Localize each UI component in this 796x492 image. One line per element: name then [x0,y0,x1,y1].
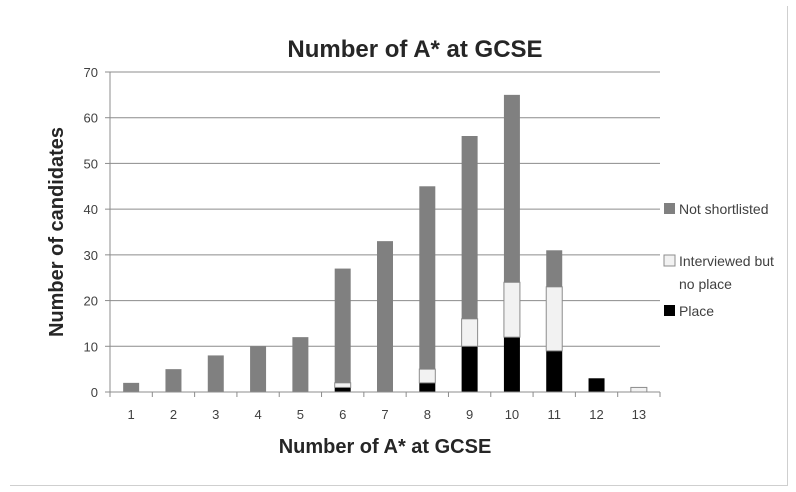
bar-segment-interviewed-but-no-place-13 [630,386,648,393]
bar-segment-not-shortlisted-10 [503,94,520,283]
x-tick-label: 13 [632,407,646,422]
bar-segment-not-shortlisted-1 [123,382,140,392]
x-tick-label: 7 [381,407,388,422]
x-axis-title: Number of A* at GCSE [279,436,492,458]
bar-segment-interviewed-but-no-place-11 [545,286,563,352]
bar-segment-place-8 [419,382,436,392]
x-tick-label: 12 [589,407,603,422]
x-tick-label: 1 [128,407,135,422]
y-tick-label: 70 [84,65,98,80]
x-tick-label: 8 [424,407,431,422]
bar-segment-interviewed-but-no-place-6 [334,382,352,388]
y-tick-label: 0 [91,385,98,400]
x-tick-label: 9 [466,407,473,422]
bars [123,94,648,393]
bar-segment-place-6 [334,387,351,392]
bar-segment-place-11 [546,350,563,392]
bar-segment-place-10 [503,337,520,392]
legend-label-interviewed-but-no-place: Interviewed but [679,253,774,269]
legend-label-not-shortlisted: Not shortlisted [679,201,768,217]
legend-swatch-place [664,305,675,316]
bar-segment-interviewed-but-no-place-9 [461,318,479,347]
bar-segment-not-shortlisted-3 [207,355,224,392]
chart-title: Number of A* at GCSE [287,36,542,63]
y-tick-label: 10 [84,339,98,354]
bar-segment-interviewed-but-no-place-10 [503,281,521,338]
x-tick-label: 3 [212,407,219,422]
x-tick-label: 5 [297,407,304,422]
bar-segment-not-shortlisted-11 [546,250,563,287]
x-tick-label: 11 [547,407,561,422]
bar-segment-not-shortlisted-8 [419,186,436,370]
bar-segment-not-shortlisted-4 [250,346,267,392]
bar-segment-interviewed-but-no-place-8 [418,368,436,384]
legend-label-place: Place [679,303,714,319]
y-tick-label: 40 [84,202,98,217]
chart-frame [10,6,788,486]
y-tick-label: 50 [84,156,98,171]
bar-segment-not-shortlisted-2 [165,369,182,392]
legend-swatch-not-shortlisted [664,203,675,214]
bar-segment-place-9 [461,346,478,392]
bar-segment-place-12 [588,378,605,392]
y-axis-title: Number of candidates [46,127,68,337]
legend-swatch-interviewed-but-no-place [663,254,676,267]
x-tick-label: 2 [170,407,177,422]
x-tick-label: 6 [339,407,346,422]
bar-segment-not-shortlisted-7 [377,241,393,392]
bar-segment-not-shortlisted-6 [334,268,351,383]
y-tick-label: 20 [84,294,98,309]
y-tick-label: 60 [84,111,98,126]
x-tick-label: 10 [505,407,519,422]
bar-segment-not-shortlisted-5 [292,337,309,392]
legend: Not shortlisted Interviewed but no place Pl… [663,201,774,319]
bar-segment-not-shortlisted-9 [461,136,478,319]
x-tick-label: 4 [254,407,261,422]
y-tick-label: 30 [84,248,98,263]
legend-label-interviewed-but-no-place: no place [679,276,732,292]
